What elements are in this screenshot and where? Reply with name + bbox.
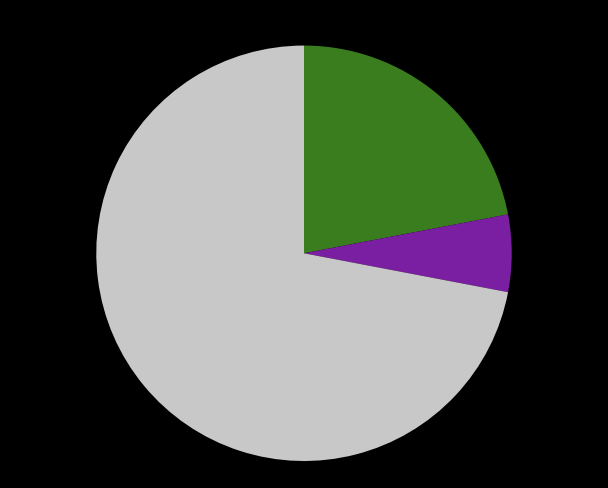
- Wedge shape: [304, 215, 512, 293]
- Wedge shape: [304, 46, 508, 254]
- Wedge shape: [96, 46, 508, 461]
